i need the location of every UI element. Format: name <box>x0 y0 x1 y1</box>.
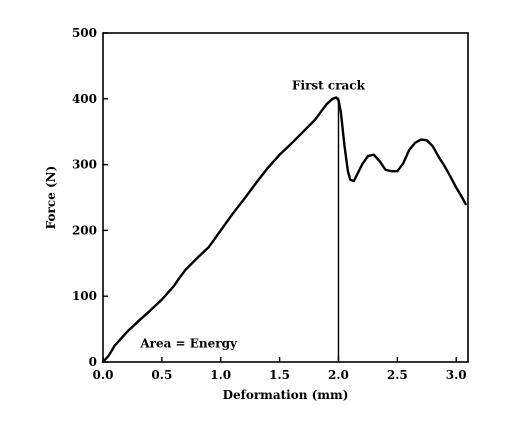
series-line-0 <box>101 96 467 364</box>
x-axis-title: Deformation (mm) <box>223 388 349 402</box>
x-tick-label-0: 0.0 <box>93 368 114 382</box>
series-layer <box>101 96 467 364</box>
y-tick-label-0: 0 <box>89 355 97 369</box>
x-tick-label-1.5: 1.5 <box>269 368 290 382</box>
x-tick-label-2: 2.0 <box>328 368 349 382</box>
x-axis-ticks: 0.0 0.5 1.0 1.5 2.0 2.5 3.0 <box>93 357 467 382</box>
plot-frame <box>102 32 469 363</box>
y-axis-title: Force (N) <box>44 166 58 230</box>
y-tick-label-500: 500 <box>72 26 97 40</box>
annotation-area-energy: Area = Energy <box>139 337 238 351</box>
y-axis-ticks: 0 100 200 300 400 500 <box>72 26 108 369</box>
annotation-first-crack: First crack <box>292 79 366 93</box>
y-tick-label-400: 400 <box>72 92 97 106</box>
x-tick-label-1: 1.0 <box>210 368 231 382</box>
x-tick-label-2.5: 2.5 <box>387 368 408 382</box>
x-tick-label-0.5: 0.5 <box>151 368 172 382</box>
x-tick-label-3: 3.0 <box>446 368 467 382</box>
plot-border <box>102 32 469 363</box>
y-tick-label-300: 300 <box>72 158 97 172</box>
y-tick-label-200: 200 <box>72 223 97 237</box>
y-tick-label-100: 100 <box>72 289 97 303</box>
